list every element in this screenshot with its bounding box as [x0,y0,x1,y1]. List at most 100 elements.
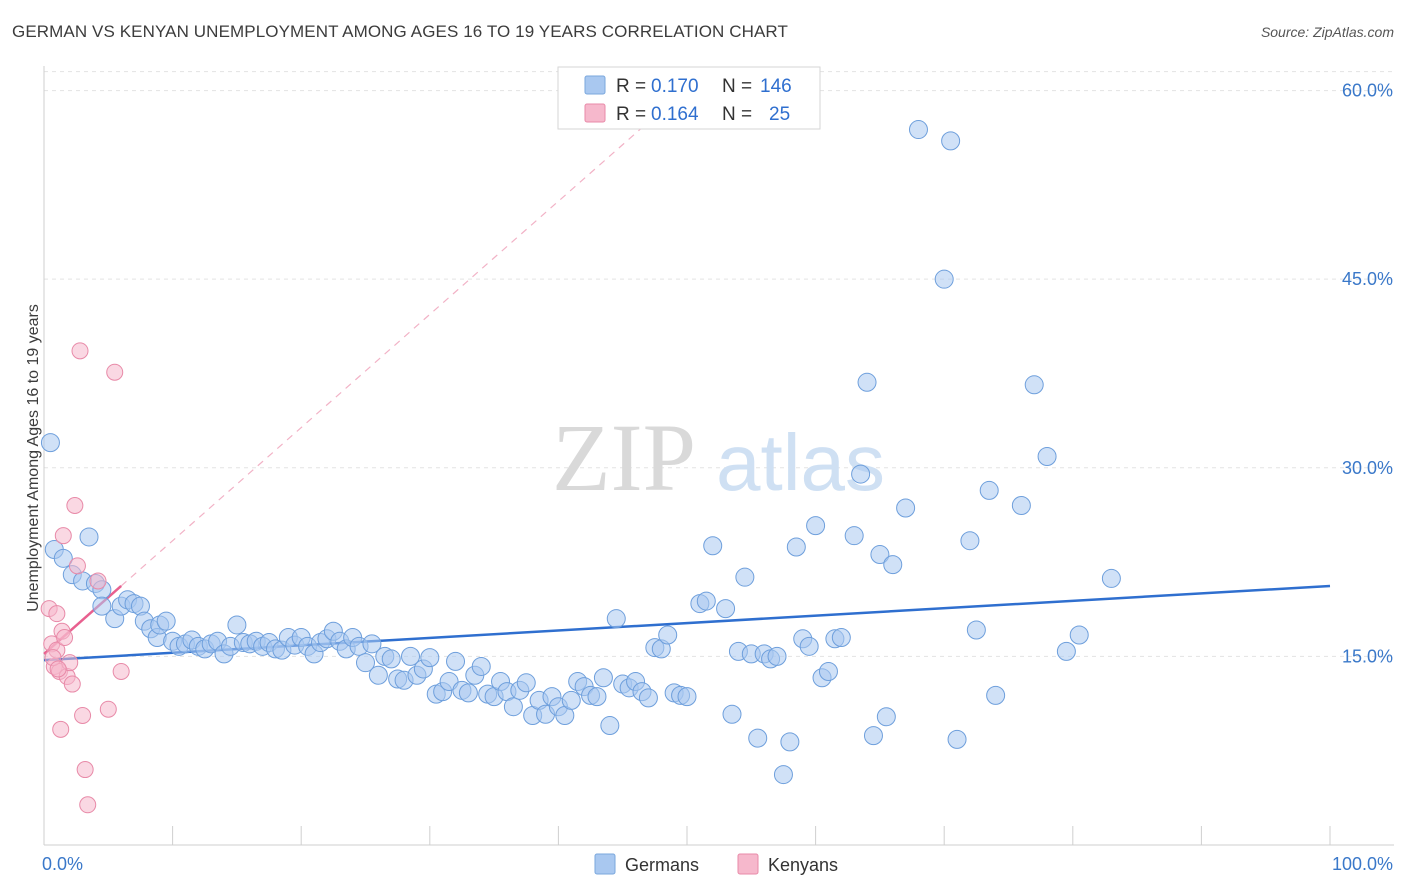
y-tick-label-1: 30.0% [1342,458,1393,478]
legend-germans-swatch [594,853,616,875]
kenyan-point-13 [74,706,92,724]
x-tick-label-0: 0.0% [42,854,83,874]
german-point-8 [92,596,112,616]
y-tick-label-2: 45.0% [1342,269,1393,289]
kenyan-point-21 [48,605,66,623]
german-point-96 [658,625,678,645]
german-point-18 [156,611,176,631]
y-tick-label-3: 60.0% [1342,81,1393,101]
german-point-137 [986,685,1006,705]
german-point-119 [818,661,838,681]
german-point-65 [458,683,478,703]
german-point-123 [851,464,871,484]
german-point-5 [79,527,99,547]
legend-german-n-value: 146 [760,76,792,97]
german-point-121 [831,628,851,648]
german-point-85 [587,687,607,707]
legend-series: Germans Kenyans [594,853,838,875]
german-point-132 [941,131,961,151]
german-point-49 [356,653,375,673]
legend-germans-label: Germans [625,855,699,875]
german-point-135 [966,620,986,640]
chart-title: GERMAN VS KENYAN UNEMPLOYMENT AMONG AGES… [12,22,788,41]
legend-german-r-value: 0.170 [651,76,699,97]
kenyan-point-18 [106,363,124,381]
kenyan-point-11 [68,557,86,575]
german-point-29 [227,615,247,635]
kenyan-point-14 [76,761,94,779]
kenyan-point-12 [71,342,89,360]
kenyan-points [40,342,130,814]
kenyan-point-23 [52,720,70,738]
x-tick-label-1: 100.0% [1332,854,1393,874]
german-point-108 [748,728,768,748]
german-point-51 [368,665,388,685]
german-point-2 [53,548,73,568]
german-point-0 [40,433,60,453]
german-point-50 [362,634,382,654]
german-point-74 [516,673,536,693]
german-point-143 [1101,568,1121,588]
watermark-zip: ZIP [552,404,696,511]
legend-kenyan-n-value: 25 [769,104,790,125]
german-point-113 [780,732,800,752]
kenyan-point-16 [89,572,107,590]
german-point-130 [908,120,928,140]
german-point-139 [1024,375,1044,395]
legend-kenyan-r-value: 0.164 [651,104,699,125]
trend-lines [43,90,1331,662]
german-point-134 [960,531,980,551]
german-point-103 [716,599,736,619]
german-point-112 [773,765,793,785]
legend-german-n-label: N = [722,76,752,97]
source-label: Source: ZipAtlas.com [1260,24,1394,40]
german-point-106 [735,567,755,587]
kenyan-point-20 [54,527,72,545]
legend-german-swatch [584,75,606,95]
legend-kenyan-n-label: N = [722,104,752,125]
german-point-125 [863,726,883,746]
kenyan-point-15 [79,796,97,814]
german-point-133 [947,729,967,749]
kenyan-point-9 [63,675,81,693]
kenyan-point-19 [112,662,130,680]
german-point-53 [381,649,401,669]
kenyan-point-10 [66,497,84,515]
german-point-86 [593,668,613,688]
kenyan-point-24 [49,660,67,678]
german-point-117 [806,516,826,536]
legend-kenyans-swatch [737,853,759,875]
kenyan-trend-extension [120,90,685,587]
german-point-116 [799,636,819,656]
german-point-129 [896,498,916,518]
legend-german-r-label: R = [616,76,646,97]
german-point-122 [844,526,864,546]
legend-kenyans-label: Kenyans [768,855,838,875]
german-point-63 [446,651,466,671]
german-point-131 [934,269,954,289]
german-point-59 [420,648,440,668]
y-tick-label-0: 15.0% [1342,646,1393,666]
german-point-88 [606,609,626,629]
german-point-81 [561,690,581,710]
watermark: ZIP atlas [552,404,885,511]
german-point-136 [979,480,999,500]
german-point-114 [786,537,806,557]
kenyan-point-17 [99,700,117,718]
watermark-atlas: atlas [716,418,885,507]
legend-kenyan-r-label: R = [616,104,646,125]
legend-correlation: R = 0.170 N = 146 R = 0.164 N = 25 [557,66,821,130]
german-point-124 [857,372,877,392]
tick-labels: 15.0% 30.0% 45.0% 60.0% 0.0% 100.0% [42,81,1393,874]
german-point-140 [1037,446,1057,466]
german-point-99 [677,687,697,707]
gridlines [44,71,1394,657]
german-point-138 [1011,496,1031,516]
german-points [40,120,1121,785]
german-point-102 [703,536,723,556]
kenyan-point-6 [56,629,74,647]
axes [43,66,1394,846]
legend-kenyan-swatch [584,103,606,123]
german-point-141 [1056,641,1076,661]
